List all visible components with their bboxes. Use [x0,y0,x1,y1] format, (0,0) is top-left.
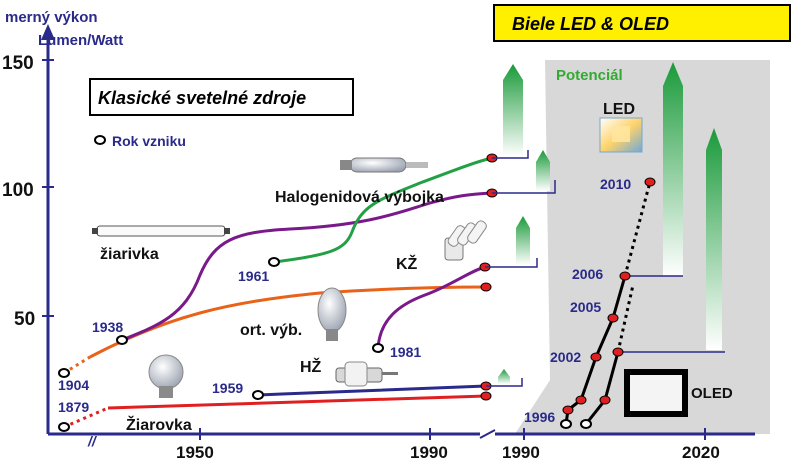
end-marker-ziarovka [480,391,492,401]
oled-panel-image [624,369,688,417]
ovoid-lamp-image [317,287,347,341]
led-chip-image [599,117,643,153]
potential-arrow-2 [536,150,550,191]
fluorescent-tube-image [92,225,230,237]
year-label-1938: 1938 [92,319,123,335]
year-label-1981: 1981 [390,344,421,360]
oled-label: OLED [691,385,733,402]
led-marker-b [575,395,587,405]
potential-label: Potenciál [556,67,623,84]
potential-arrow-led-2 [706,128,722,350]
label-hz: HŽ [300,357,322,376]
axes [41,24,755,440]
label-kz: KŽ [396,254,418,273]
year-marker-1904 [58,368,70,378]
led-marker-2002 [590,352,602,362]
led-label: LED [603,101,635,118]
led-year-2006: 2006 [572,266,603,282]
series-ziarivka-line [121,191,493,342]
led-marker-1996 [560,419,572,429]
series-hz-line [257,384,487,397]
led-marker-2010 [644,177,656,187]
led-banner-box [493,4,791,42]
potential-arrow-3 [516,216,530,265]
classic-sources-title: Klasické svetelné zdroje [98,88,306,108]
potential-steps-right [618,275,725,353]
potential-steps-left [485,150,556,387]
led-year-2010: 2010 [600,176,631,192]
x-tick-label-1990-left: 1990 [410,443,448,462]
axis-break-connector [479,429,496,439]
label-ziarovka: Žiarovka [126,415,192,434]
year-marker-1981 [372,343,384,353]
led-year-2002: 2002 [550,349,581,365]
led-marker-2005 [607,313,619,323]
x-tick-label-2020: 2020 [682,443,720,462]
y-tick-label-150: 150 [2,53,34,74]
year-marker-1959 [252,390,264,400]
led-marker-c [599,395,611,405]
potential-arrow-4 [498,369,510,384]
y-tick-label-100: 100 [2,180,34,201]
legend-year-marker [94,135,106,145]
led-banner-text: Biele LED & OLED [512,14,669,34]
led-marker-start-2 [580,419,592,429]
year-marker-1938 [116,335,128,345]
y-tick-label-50: 50 [14,309,35,330]
end-marker-ort-vyb [480,282,492,292]
led-year-1996: 1996 [524,409,555,425]
halogenid-lamp-image [340,157,428,173]
led-year-2005: 2005 [570,299,601,315]
x-tick-label-1950: 1950 [176,443,214,462]
year-marker-1961 [268,257,280,267]
potential-arrow-1 [503,64,523,156]
led-marker-a [562,405,574,415]
year-label-1879: 1879 [58,399,89,415]
ylabel-line2: Lumen/Watt [38,32,123,49]
potential-arrow-led-1 [663,62,683,276]
label-halogenid: Halogenidová výbojka [275,189,444,206]
incandescent-bulb-image [148,354,184,398]
year-label-1959: 1959 [212,380,243,396]
year-label-1904: 1904 [58,377,89,393]
x-tick-label-1990-right: 1990 [502,443,540,462]
y-axis-arrow [41,24,55,40]
series-ort-vyb-dotted [63,355,91,375]
label-ziarivka: žiarivka [100,246,159,263]
cfl-lamp-image [444,220,487,261]
series-kz-line [376,265,486,349]
series-halogenid-line [273,156,493,264]
year-marker-1879 [58,422,70,432]
year-label-1961: 1961 [238,268,269,284]
legend-year-label: Rok vzniku [112,133,186,149]
ylabel-line1: merný výkon [5,9,98,26]
label-ort-vyb: ort. výb. [240,322,302,339]
led-marker-2006 [619,271,631,281]
series-ziarovka-dotted [63,406,109,429]
series-led-dotted-1 [623,181,652,277]
led-marker-d [612,347,624,357]
classic-sources-box [89,78,354,116]
series-led-dotted-2 [616,284,635,353]
series-ziarovka-line [107,394,487,410]
axis-break-mark: // [87,433,98,449]
halogen-bulb-image [335,361,398,387]
